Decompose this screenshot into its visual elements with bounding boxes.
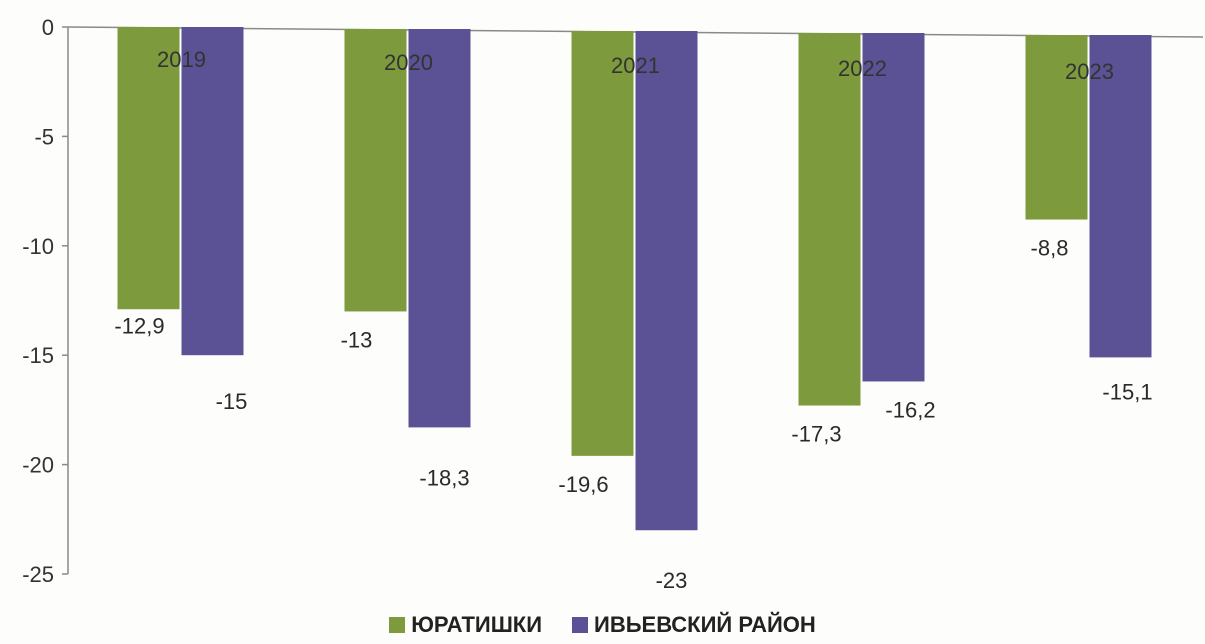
category-label: 2019 [157, 47, 206, 72]
bar-ivye-district-2022 [862, 33, 925, 382]
data-label: -17,3 [791, 422, 841, 447]
data-label: -18,3 [419, 465, 469, 490]
category-label: 2023 [1065, 59, 1114, 84]
y-tick-label: -5 [34, 124, 54, 149]
category-label: 2020 [384, 50, 433, 75]
category-label: 2022 [838, 56, 887, 81]
data-label: -12,9 [114, 313, 164, 338]
data-label: -15 [216, 389, 248, 414]
data-label: -23 [656, 568, 688, 593]
bar-ivye-district-2023 [1089, 35, 1152, 358]
y-tick-label: 0 [42, 15, 54, 40]
y-tick-label: -10 [22, 234, 54, 259]
legend-label-series-2: ИВЬЕВСКИЙ РАЙОН [594, 612, 816, 637]
y-tick-label: -15 [22, 343, 54, 368]
data-label: -19,6 [558, 472, 608, 497]
bar-ivye-district-2019 [181, 27, 244, 356]
legend-swatch-series-2 [572, 617, 589, 633]
y-tick-label: -25 [22, 562, 54, 587]
bar-yuratishki-2019 [117, 27, 180, 310]
bar-yuratishki-2022 [798, 33, 861, 406]
legend: ЮРАТИШКИ ИВЬЕВСКИЙ РАЙОН [0, 612, 1205, 638]
bar-ivye-district-2020 [408, 29, 471, 428]
bar-ivye-district-2021 [635, 31, 698, 531]
bar-yuratishki-2021 [571, 31, 634, 456]
data-label: -15,1 [1102, 379, 1152, 404]
legend-item-series-1: ЮРАТИШКИ [389, 612, 542, 638]
legend-item-series-2: ИВЬЕВСКИЙ РАЙОН [572, 612, 816, 638]
data-label: -16,2 [885, 397, 935, 422]
data-label: -8,8 [1031, 236, 1069, 261]
y-tick-label: -20 [22, 453, 54, 478]
category-label: 2021 [611, 53, 660, 78]
data-label: -13 [341, 327, 373, 352]
legend-label-series-1: ЮРАТИШКИ [411, 612, 543, 637]
bars-group [117, 27, 1152, 531]
legend-swatch-series-1 [389, 617, 406, 633]
labels-group: 0 -5 -10 -15 -20 -25 -12,9 -15 2019 -13 -18,3 2020 -… [22, 15, 1152, 593]
bar-yuratishki-2023 [1025, 35, 1088, 220]
bar-yuratishki-2020 [344, 29, 407, 312]
